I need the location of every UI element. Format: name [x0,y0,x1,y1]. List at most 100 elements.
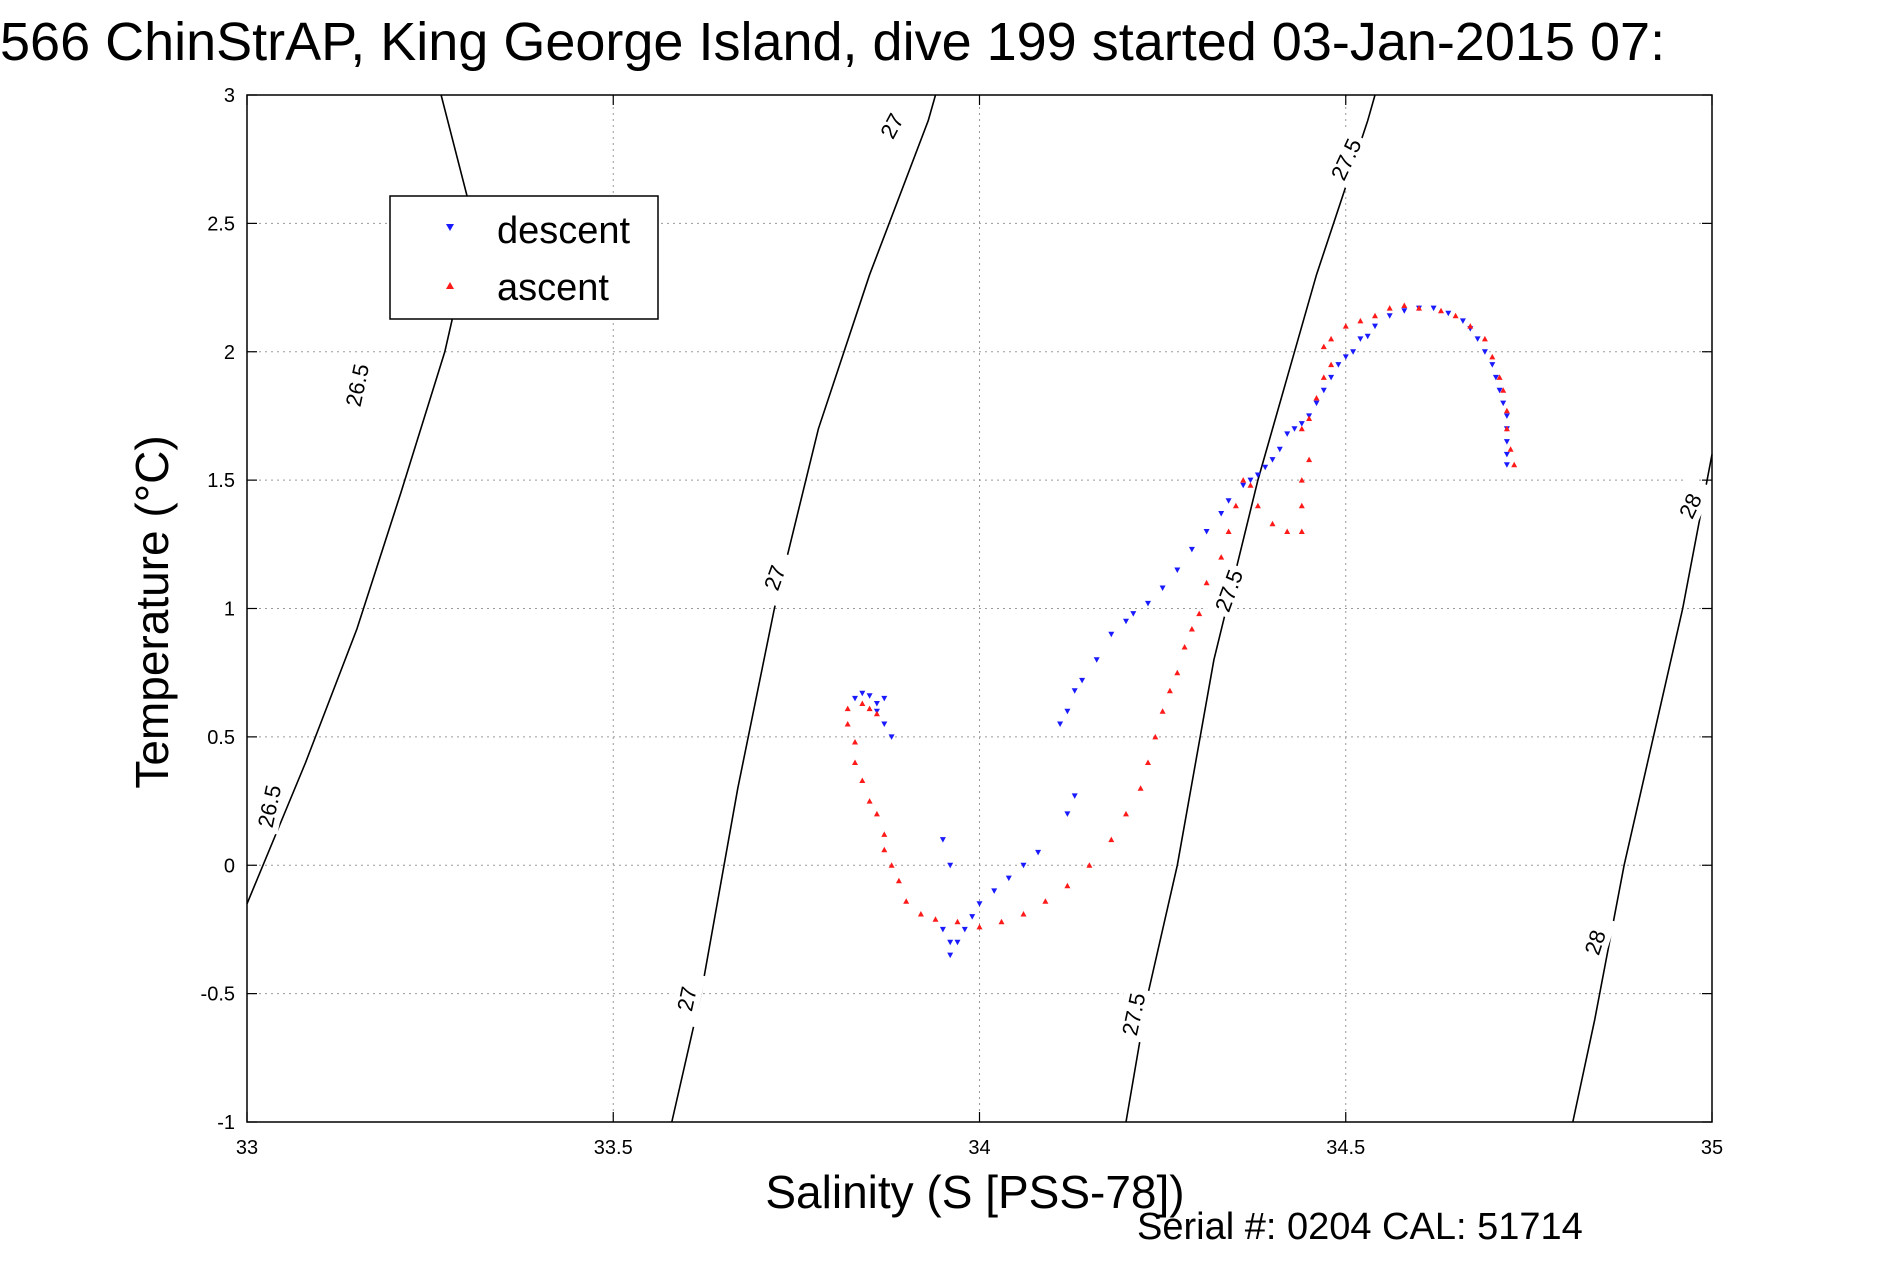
point-ascent [1503,407,1510,414]
isopycnal-label-bg [1666,476,1714,536]
isopycnal-label-group: 27.5 [1206,561,1251,620]
isopycnal-label-group: 28 [1573,913,1617,972]
y-tick-label: 1.5 [207,470,235,492]
isopycnal-label-bg [752,548,797,607]
point-descent [947,952,954,959]
point-descent [1481,349,1488,355]
point-descent [1269,457,1276,463]
point-descent [866,693,873,699]
point-ascent [1372,312,1378,319]
point-ascent [881,846,888,853]
point-ascent [1159,708,1166,714]
point-ascent [903,898,910,904]
point-ascent [1123,810,1129,817]
isopycnal-label-bg [1114,985,1153,1043]
point-ascent [1386,305,1393,311]
point-ascent [873,710,880,717]
point-descent [1496,387,1503,394]
point-descent [1123,618,1129,625]
point-ascent [1064,882,1071,889]
point-descent [1320,387,1327,394]
point-descent [1350,349,1357,355]
point-ascent [1218,554,1225,560]
point-descent [1342,354,1349,360]
point-descent [1005,875,1012,882]
point-descent [1489,362,1496,368]
axis-ticks: 33 33.5 34 34.5 35 -1 -0.5 0 0.5 1 1.5 2 2.5 3 [201,85,1724,1159]
point-descent [1159,585,1166,591]
point-ascent [1496,374,1503,380]
isopycnal-label-bg [337,356,376,414]
point-descent [1225,498,1232,504]
point-ascent [866,705,873,712]
point-ascent [917,911,924,917]
point-ascent [1254,502,1261,509]
legend-label-ascent: ascent [497,267,609,309]
legend-marker-descent [446,224,454,231]
point-descent [1401,308,1408,314]
point-descent [939,926,946,933]
point-ascent [852,739,858,745]
point-descent [1503,439,1510,445]
point-descent [1445,310,1452,317]
point-descent [1503,462,1510,468]
point-ascent [1225,528,1232,534]
point-ascent [1181,644,1188,650]
point-ascent [859,700,866,706]
point-descent [954,939,961,946]
point-descent [1459,318,1466,324]
isopycnal-label-group: 27 [752,548,797,607]
point-ascent [1203,579,1210,586]
point-ascent [1042,898,1049,904]
point-ascent [1452,312,1459,319]
point-ascent [852,759,858,765]
isopycnal-label-group: 27 [667,970,706,1028]
point-descent [852,695,858,702]
point-descent [1247,477,1254,484]
point-ascent [1108,836,1115,843]
point-descent [1145,600,1151,607]
point-descent [1335,362,1342,368]
point-descent [1108,631,1115,638]
isopycnal-label: 27.5 [1117,991,1150,1038]
point-ascent [1269,520,1276,527]
point-descent [1188,546,1195,553]
point-ascent [1298,528,1305,534]
point-descent [939,837,946,843]
isopycnal-label-group: 27.5 [1114,985,1153,1043]
point-ascent [1086,862,1093,868]
point-ascent [1328,361,1335,368]
point-descent [1291,426,1298,432]
isopycnal-label: 27 [672,984,702,1013]
isopycnal-label-group: 27.5 [1322,129,1370,189]
point-ascent [1328,335,1335,342]
point-ascent [1174,669,1181,676]
legend-entry-descent: descent [446,210,631,252]
point-ascent [1438,307,1444,314]
point-ascent [976,923,983,930]
point-ascent [1020,911,1027,917]
x-tick-label: 33.5 [594,1137,633,1159]
point-ascent [1500,387,1507,393]
isopycnal-label-bg [1206,561,1251,620]
point-ascent [873,810,880,817]
point-descent [976,901,983,907]
point-ascent [1240,477,1247,483]
point-ascent [1342,323,1349,329]
isopycnal-label-group: 28 [1666,476,1714,536]
point-descent [1357,336,1364,342]
isopycnal-label-group: 26.5 [249,777,289,835]
point-ascent [1298,425,1305,432]
isopycnal-label-bg [1573,913,1617,972]
point-ascent [1416,305,1422,311]
point-ascent [844,721,851,727]
point-descent [1492,374,1499,381]
isopycnal-line-27 [671,94,937,1123]
point-descent [1057,721,1064,727]
point-ascent [954,918,961,925]
legend: descent ascent [389,195,659,320]
point-descent [1130,611,1137,617]
point-ascent [1284,528,1291,534]
x-tick-label: 35 [1701,1137,1723,1159]
point-ascent [1298,502,1305,509]
